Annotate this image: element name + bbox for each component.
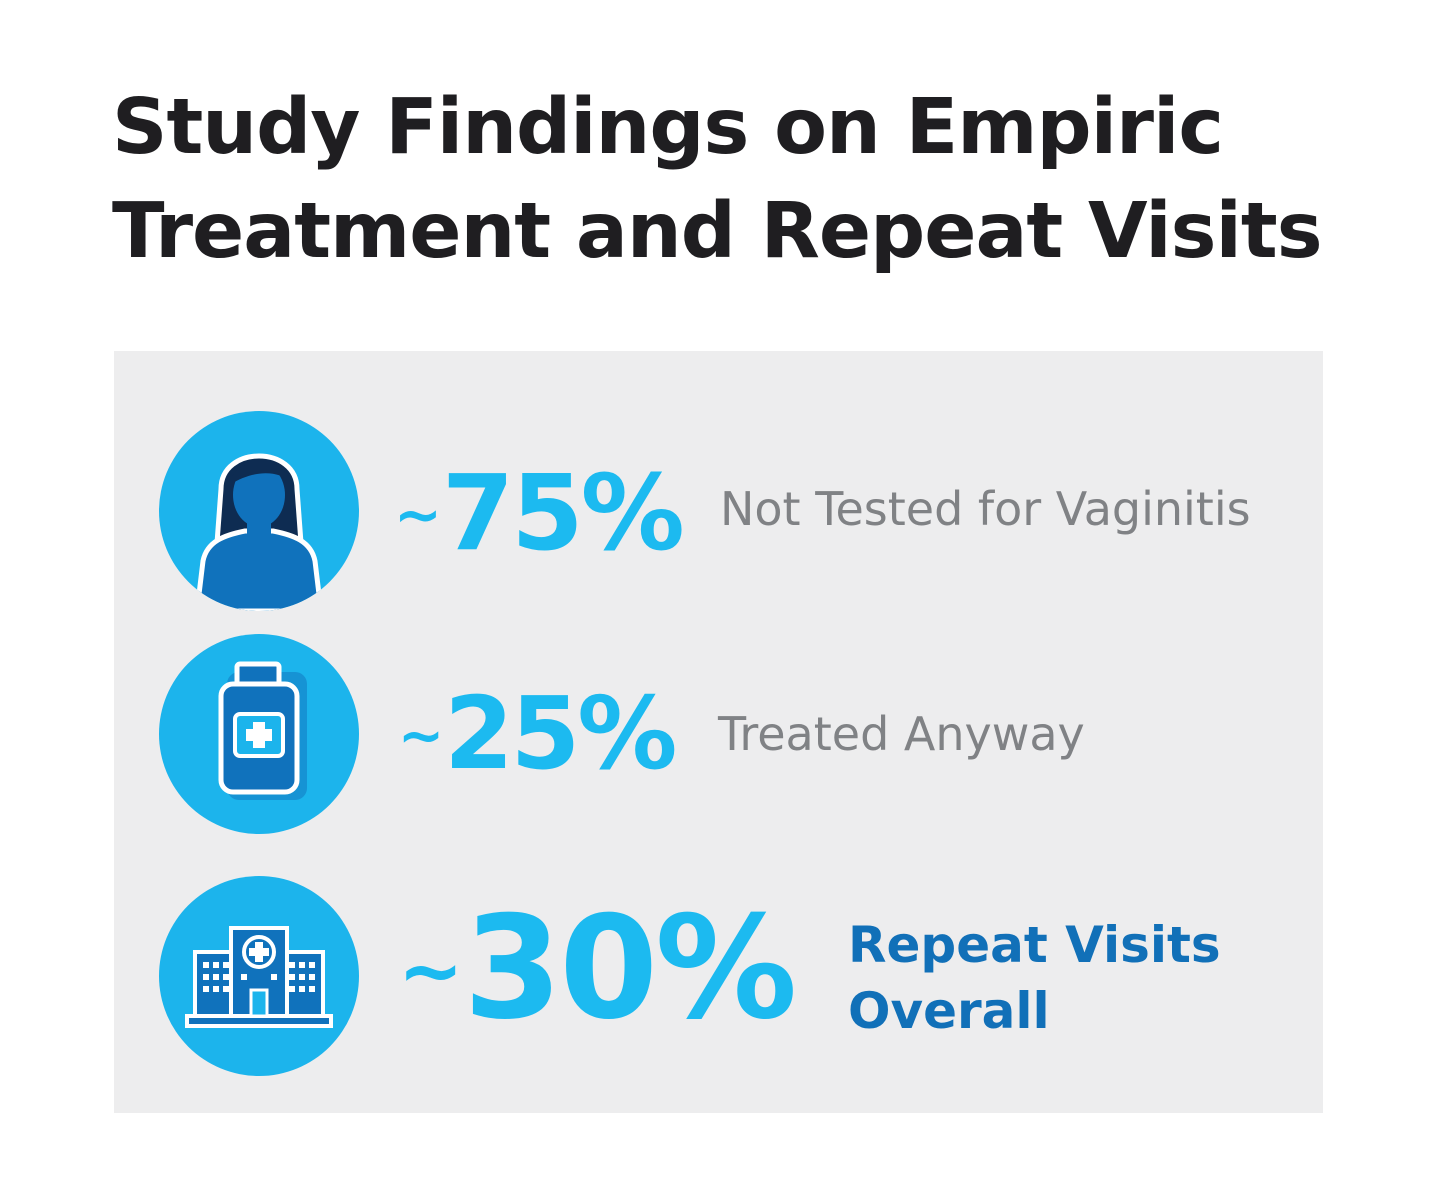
- findings-panel: ~75% Not Tested for Vaginitis ~25% Treat…: [114, 351, 1323, 1113]
- hospital-icon: [159, 876, 359, 1076]
- finding-label: Treated Anyway: [718, 707, 1085, 761]
- finding-row-untested: ~75% Not Tested for Vaginitis: [114, 411, 1323, 611]
- stat-prefix: ~: [398, 703, 445, 768]
- finding-label-line-2: Overall: [848, 982, 1050, 1040]
- stat-number: 25%: [444, 675, 677, 792]
- stat-value: ~25%: [398, 684, 677, 785]
- page-title: Study Findings on Empiric Treatment and …: [112, 76, 1372, 284]
- title-line-1: Study Findings on Empiric: [112, 83, 1224, 172]
- stat-number: 75%: [441, 452, 685, 574]
- medicine-bottle-icon: [159, 634, 359, 834]
- stat-number: 30%: [463, 886, 797, 1051]
- stat-value: ~75%: [394, 461, 685, 568]
- finding-label-line-1: Repeat Visits: [848, 916, 1221, 974]
- finding-label: Repeat Visits Overall: [848, 912, 1221, 1044]
- stat-value: ~30%: [398, 894, 797, 1046]
- finding-row-repeat: ~30% Repeat Visits Overall: [114, 876, 1323, 1076]
- woman-icon: [159, 411, 359, 611]
- stat-prefix: ~: [398, 926, 464, 1017]
- stat-prefix: ~: [394, 482, 442, 549]
- title-line-2: Treatment and Repeat Visits: [112, 187, 1323, 276]
- finding-row-treated: ~25% Treated Anyway: [114, 634, 1323, 834]
- finding-label: Not Tested for Vaginitis: [720, 482, 1251, 536]
